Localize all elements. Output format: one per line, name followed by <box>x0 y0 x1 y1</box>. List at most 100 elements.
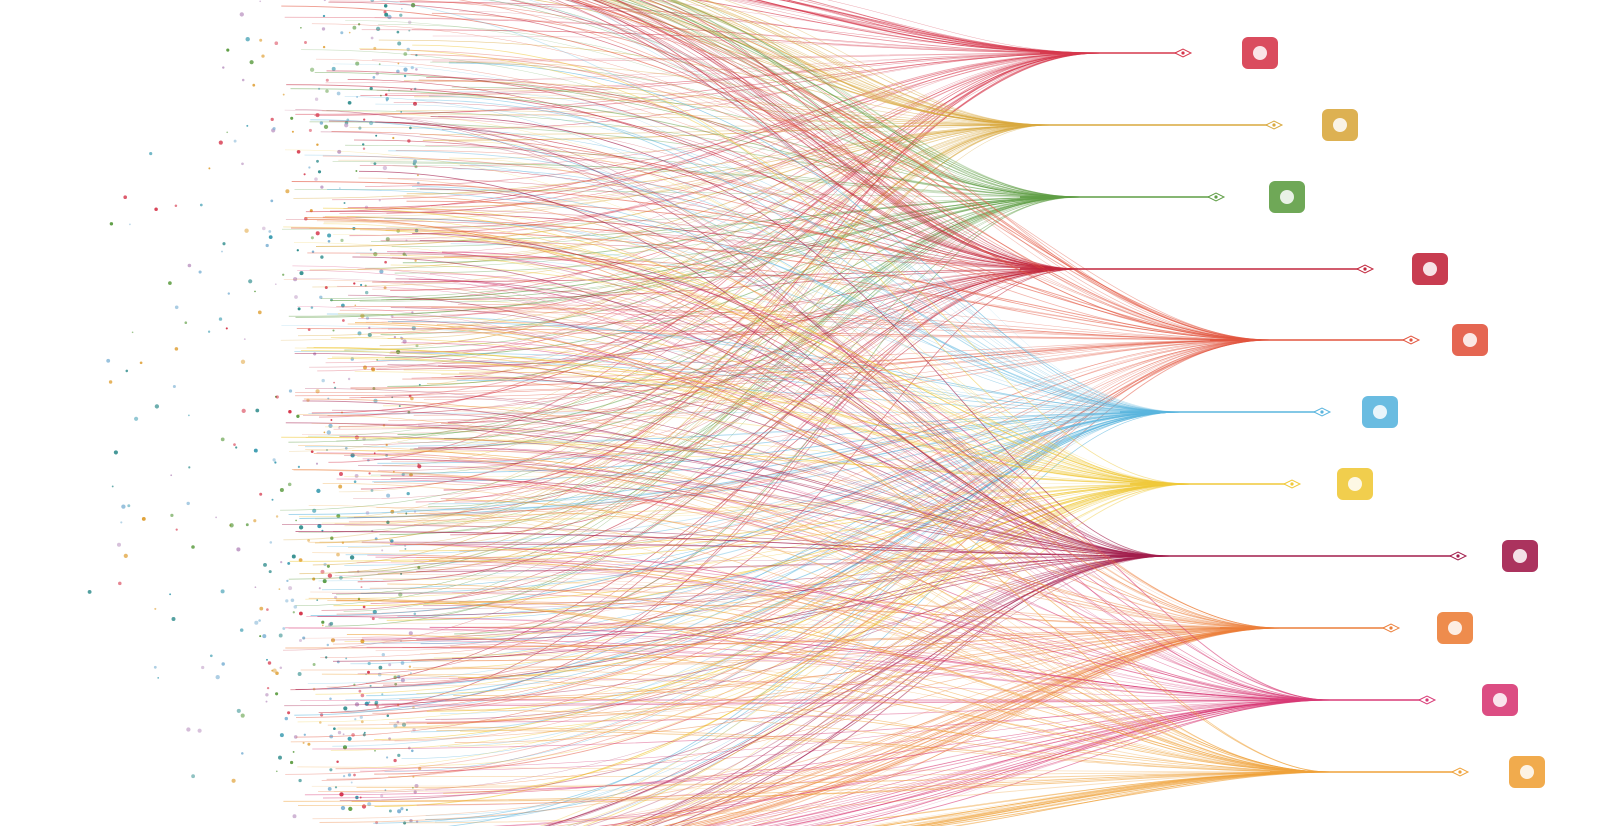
dot <box>380 794 384 798</box>
dot <box>347 100 352 105</box>
fan-curve <box>388 150 1181 413</box>
dot <box>121 504 126 509</box>
fan-curve <box>352 256 1171 557</box>
fan-curve <box>347 323 1331 773</box>
fan-curve <box>336 478 1331 701</box>
dot <box>315 389 320 394</box>
dot <box>404 544 407 547</box>
dot <box>334 386 337 389</box>
dot <box>127 504 131 508</box>
fan-curve <box>425 555 1171 720</box>
dot <box>303 173 306 176</box>
dot <box>339 472 343 476</box>
dot <box>323 0 326 2</box>
fan-curve <box>326 411 1181 547</box>
fan-curve <box>443 255 1271 341</box>
dot <box>286 579 289 583</box>
fan-curve <box>565 411 1181 826</box>
dot <box>330 419 333 421</box>
fan-curve <box>339 52 1101 214</box>
fan-curve <box>432 52 1101 62</box>
dot <box>345 657 348 660</box>
dot <box>129 223 131 226</box>
fan-curve <box>295 339 1271 738</box>
dot <box>207 330 211 333</box>
dot <box>400 661 405 665</box>
dot <box>302 636 306 640</box>
fan-curve <box>304 388 1171 557</box>
fan-curve <box>355 217 1181 413</box>
fan-curve <box>413 339 1271 416</box>
fan-curve <box>724 0 1051 126</box>
dot <box>303 733 306 736</box>
fan-curve <box>393 102 1081 270</box>
dot <box>327 233 332 238</box>
fan-curve <box>436 324 1331 773</box>
fan-curve <box>453 447 1331 701</box>
fan-curve <box>353 268 1081 500</box>
fan-curve <box>336 305 1271 341</box>
fan-curve <box>406 124 1051 195</box>
dot <box>326 564 330 568</box>
dot <box>288 409 292 414</box>
dot <box>393 336 397 339</box>
fan-curve <box>565 483 1191 826</box>
goal-end-dot <box>1320 410 1324 414</box>
dot <box>406 491 410 496</box>
dot <box>400 678 405 683</box>
fan-curve <box>359 48 1191 485</box>
fan-curve <box>402 196 1081 264</box>
fan-curve <box>290 627 1281 743</box>
dot <box>382 165 388 171</box>
dot <box>330 298 333 302</box>
dot <box>248 279 253 284</box>
dot <box>261 54 265 58</box>
fan-curve <box>433 709 1331 773</box>
fan-curve <box>345 20 1081 198</box>
fan-curve <box>338 124 1051 161</box>
dot <box>285 599 289 603</box>
fan-curve <box>646 0 1271 341</box>
dot <box>354 304 357 307</box>
fan-curve <box>370 162 1081 198</box>
dot <box>293 605 298 609</box>
fan-curve <box>574 0 1271 341</box>
dot <box>331 66 336 71</box>
fan-curve <box>528 0 1181 413</box>
fan-curve <box>704 0 1051 126</box>
fan-curve <box>308 541 1331 773</box>
goal-icons <box>1242 37 1545 788</box>
dot <box>317 170 322 174</box>
dot <box>171 617 176 621</box>
dot <box>297 307 301 311</box>
dot <box>240 713 245 718</box>
dot <box>397 809 402 814</box>
dot <box>187 263 192 268</box>
fan-curve <box>419 124 1051 136</box>
dot <box>111 485 114 488</box>
fan-curve <box>406 555 1171 610</box>
dot <box>120 521 123 524</box>
dot <box>402 252 406 256</box>
fan-curve <box>285 219 1081 270</box>
fan-curve <box>440 411 1181 715</box>
fan-curve <box>336 196 1081 595</box>
dot <box>320 569 325 574</box>
dot <box>339 575 343 580</box>
fan-curve <box>416 555 1171 641</box>
dot <box>241 408 246 414</box>
dot <box>373 398 378 403</box>
dot <box>131 331 134 334</box>
fan-curve <box>288 411 1181 515</box>
fan-curve <box>300 627 1281 671</box>
fan-curve <box>397 411 1181 443</box>
fan-curve <box>626 555 1171 826</box>
icon-mark <box>1333 118 1347 132</box>
fan-curve <box>320 339 1271 658</box>
fan-curve <box>599 0 1081 270</box>
fan-curve <box>344 476 1191 485</box>
dot <box>376 359 378 361</box>
dot <box>365 316 370 320</box>
fan-curve <box>638 0 1081 270</box>
dot <box>288 389 293 393</box>
